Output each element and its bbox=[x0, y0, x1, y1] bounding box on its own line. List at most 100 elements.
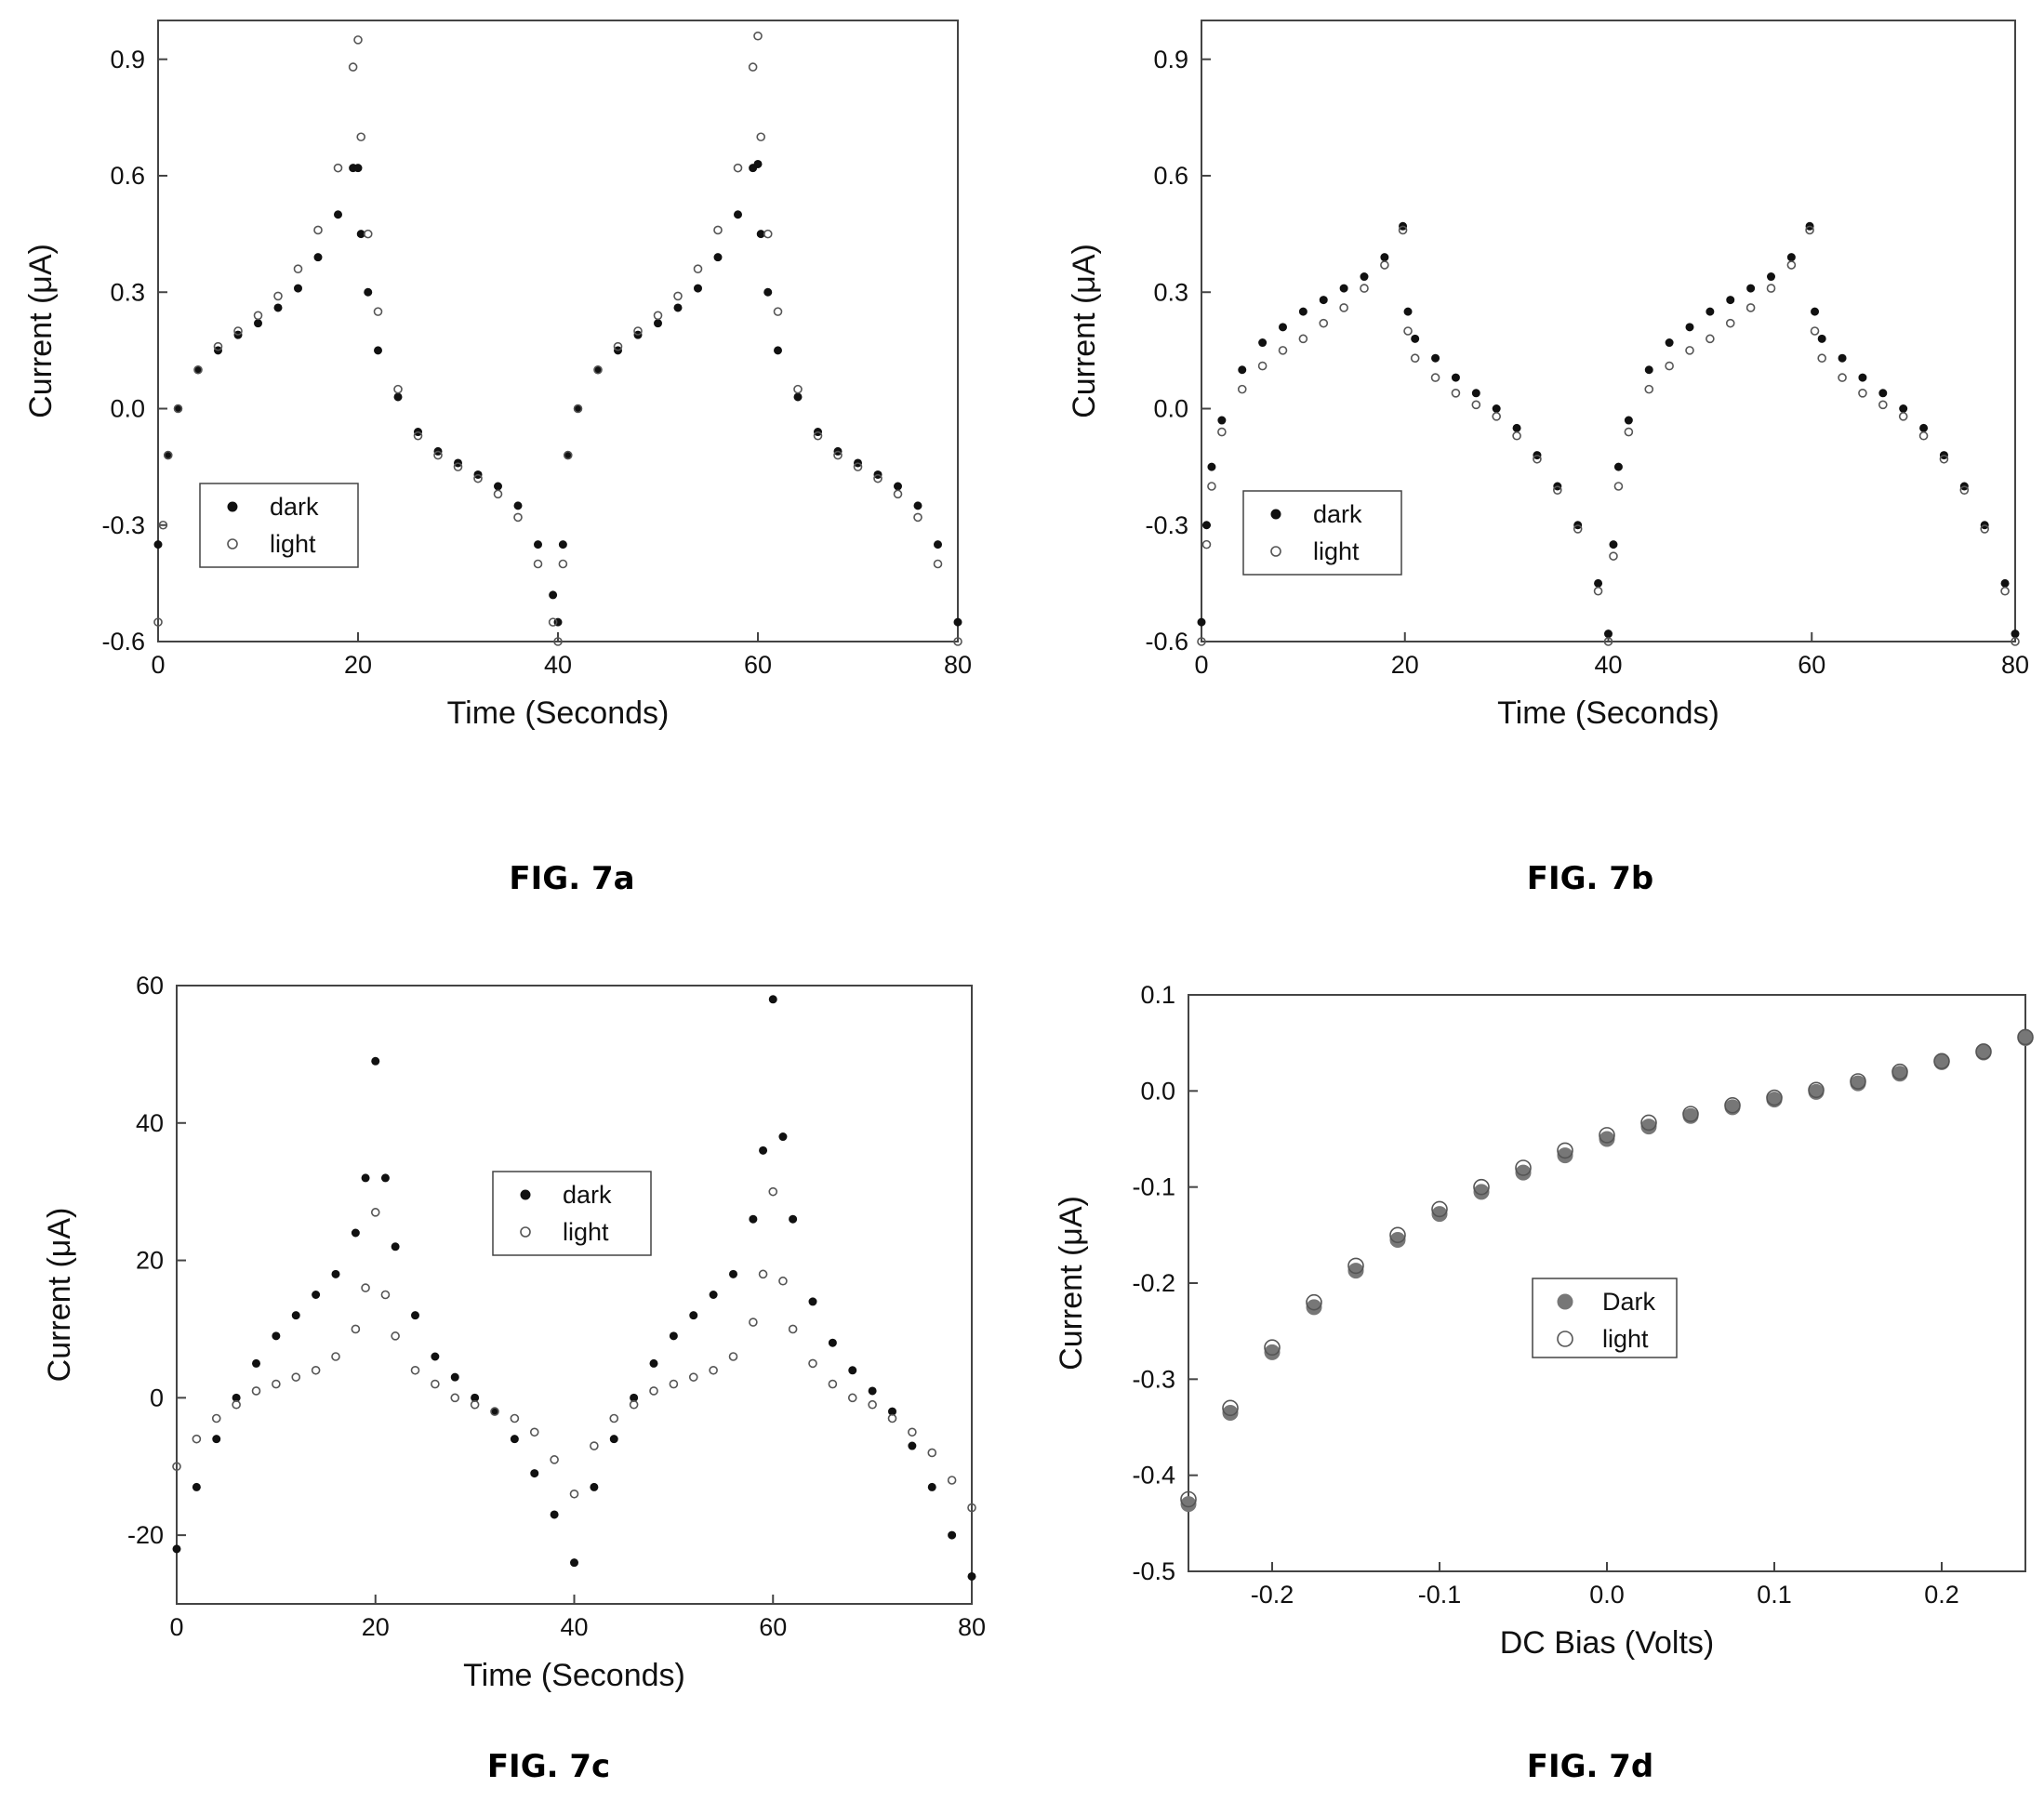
data-point-dark bbox=[689, 1311, 698, 1320]
data-point-light bbox=[313, 225, 323, 235]
data-point-light bbox=[649, 1386, 658, 1396]
data-point-light bbox=[629, 1399, 639, 1410]
data-point-light bbox=[513, 512, 523, 523]
data-point-light bbox=[853, 462, 863, 471]
data-point-light bbox=[709, 1365, 718, 1375]
data-point-light bbox=[311, 1365, 321, 1375]
data-point-dark bbox=[431, 1352, 440, 1361]
data-point-light bbox=[887, 1413, 897, 1424]
data-point-dark bbox=[1644, 365, 1653, 375]
data-point-light bbox=[673, 291, 683, 301]
data-point-light bbox=[1403, 326, 1413, 336]
legend-marker-dark bbox=[1270, 509, 1281, 520]
data-point-dark bbox=[1512, 423, 1521, 432]
data-point-dark bbox=[364, 287, 373, 297]
data-point-light bbox=[233, 326, 243, 336]
legend-marker-light bbox=[227, 538, 238, 550]
series-light bbox=[153, 31, 962, 646]
data-point-dark bbox=[380, 1173, 390, 1183]
series-light bbox=[172, 1186, 976, 1513]
data-point-dark bbox=[494, 482, 502, 491]
figure-caption-7d: FIG. 7d bbox=[1526, 1748, 1654, 1785]
chart-fig7d: -0.2 -0.1 0.0 0.1 0.2 -0.5 -0.4 -0.3 -0.2 -0.1 0.0… bbox=[1054, 981, 2034, 1661]
data-point-light bbox=[1980, 524, 1989, 534]
y-tick-label: -20 bbox=[127, 1521, 164, 1549]
data-point-dark bbox=[1298, 307, 1307, 316]
data-point-dark bbox=[778, 1132, 788, 1142]
data-point-light bbox=[431, 1379, 440, 1389]
y-axis-label: Current (μA) bbox=[23, 244, 59, 418]
data-point-dark bbox=[353, 164, 363, 173]
data-point-dark bbox=[763, 287, 773, 297]
y-tick-label: -0.1 bbox=[1132, 1173, 1175, 1201]
data-point-light bbox=[1264, 1339, 1281, 1357]
y-tick-label: 0.3 bbox=[110, 278, 145, 306]
legend-box bbox=[1532, 1278, 1678, 1358]
data-point-light bbox=[253, 311, 263, 321]
data-point-dark bbox=[2000, 578, 2010, 588]
chart-fig7c: 0 20 40 60 80 -20 0 20 40 60 Time (Seconds) Current… bbox=[42, 972, 986, 1693]
data-point-light bbox=[1878, 400, 1888, 410]
data-point-light bbox=[1745, 303, 1756, 312]
series-dark bbox=[153, 159, 962, 627]
data-point-light bbox=[778, 1276, 788, 1286]
data-point-light bbox=[713, 225, 723, 235]
x-tick-label: 20 bbox=[344, 651, 372, 679]
legend-marker-light bbox=[520, 1226, 531, 1238]
data-point-light bbox=[353, 35, 363, 45]
y-axis-label: Current (μA) bbox=[1067, 244, 1102, 418]
data-point-dark bbox=[254, 319, 262, 328]
data-point-light bbox=[1515, 1159, 1532, 1176]
data-point-light bbox=[153, 617, 163, 627]
data-point-dark bbox=[868, 1386, 877, 1396]
data-point-light bbox=[1207, 482, 1216, 491]
data-point-dark bbox=[1726, 296, 1735, 305]
y-tick-label: 0 bbox=[150, 1384, 164, 1411]
data-point-light bbox=[558, 559, 568, 569]
data-point-light bbox=[553, 637, 563, 646]
data-point-light bbox=[828, 1379, 838, 1389]
data-point-dark bbox=[753, 159, 763, 168]
data-point-light bbox=[669, 1379, 679, 1389]
chart-fig7a: 0 20 40 60 80 -0.6 -0.3 0.0 0.3 0.6 0.9 Time (Secon… bbox=[23, 20, 972, 731]
data-point-dark bbox=[1258, 338, 1268, 348]
data-point-light bbox=[613, 341, 623, 351]
data-point-dark bbox=[609, 1435, 618, 1444]
data-point-Dark bbox=[1389, 1232, 1406, 1248]
data-point-dark bbox=[374, 346, 382, 355]
data-point-dark bbox=[734, 210, 742, 219]
data-point-Dark bbox=[1473, 1184, 1490, 1200]
legend-marker-light bbox=[1270, 546, 1281, 557]
data-point-Dark bbox=[1599, 1131, 1615, 1147]
data-point-light bbox=[1817, 353, 1826, 364]
data-point-light bbox=[192, 1434, 202, 1444]
y-tick-label: -0.3 bbox=[101, 511, 145, 539]
data-point-light bbox=[967, 1503, 976, 1513]
data-point-dark bbox=[1471, 389, 1480, 398]
data-point-light bbox=[908, 1427, 917, 1437]
y-tick-label: -0.2 bbox=[1132, 1269, 1175, 1297]
x-tick-label: 0 bbox=[1194, 651, 1208, 679]
data-point-light bbox=[728, 1352, 738, 1361]
y-tick-label: 0.9 bbox=[110, 46, 145, 73]
legend-marker-dark bbox=[227, 501, 238, 512]
data-point-light bbox=[947, 1476, 957, 1485]
data-point-light bbox=[433, 450, 443, 460]
data-point-dark bbox=[749, 1214, 758, 1224]
y-tick-label: 60 bbox=[136, 972, 164, 1000]
data-point-dark bbox=[908, 1441, 917, 1450]
data-point-light bbox=[172, 1462, 181, 1472]
data-point-light bbox=[953, 637, 962, 646]
data-point-light bbox=[473, 473, 483, 483]
data-point-dark bbox=[1360, 272, 1369, 282]
data-point-light bbox=[1398, 225, 1408, 235]
data-point-light bbox=[756, 132, 766, 142]
data-point-dark bbox=[291, 1311, 300, 1320]
data-point-dark bbox=[450, 1372, 459, 1382]
series-dark bbox=[172, 995, 976, 1581]
data-point-dark bbox=[411, 1311, 419, 1320]
data-point-light bbox=[363, 229, 373, 239]
data-point-dark bbox=[1201, 521, 1211, 530]
data-point-dark bbox=[1613, 462, 1623, 471]
y-tick-label: -0.6 bbox=[1145, 628, 1188, 656]
